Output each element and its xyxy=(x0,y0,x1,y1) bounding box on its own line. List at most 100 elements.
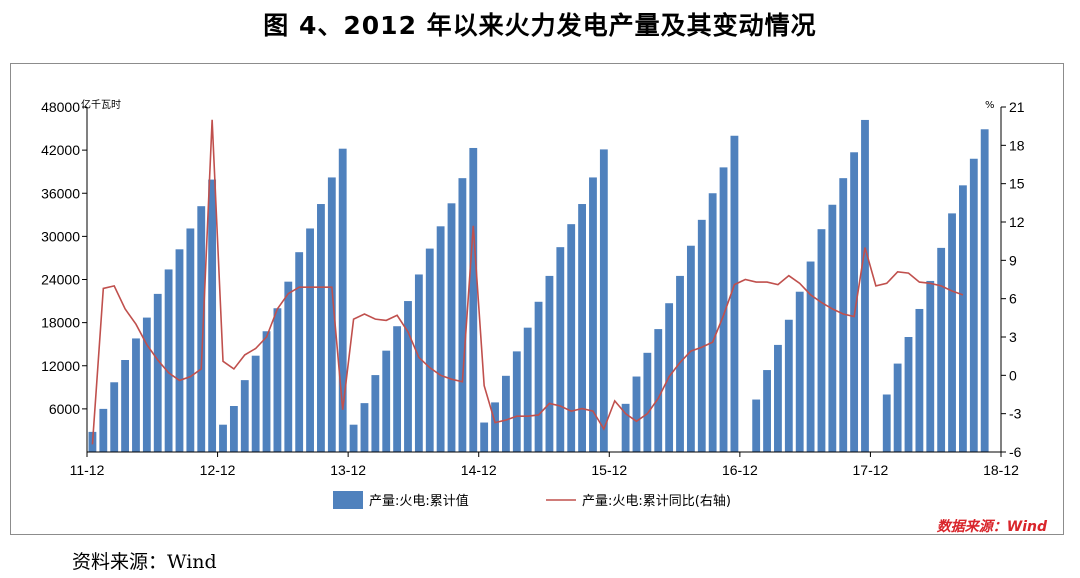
page-title: 图 4、2012 年以来火力发电产量及其变动情况 xyxy=(263,11,817,40)
watermark: 数据来源：Wind xyxy=(937,518,1048,535)
legend: 产量:火电:累计值 产量:火电:累计同比(右轴) xyxy=(333,491,731,509)
bar xyxy=(708,193,717,452)
bar xyxy=(915,308,924,452)
x-tick-label: 14-12 xyxy=(461,462,497,478)
right-tick-label: 0 xyxy=(1009,367,1017,383)
right-tick-label: 9 xyxy=(1009,252,1017,268)
left-tick-label: 12000 xyxy=(41,358,80,374)
legend-line-label: 产量:火电:累计同比(右轴) xyxy=(582,494,731,509)
bar xyxy=(686,245,695,452)
bar xyxy=(469,147,478,452)
bar xyxy=(436,226,445,452)
bar xyxy=(110,382,119,452)
bar xyxy=(589,177,597,452)
bar xyxy=(447,203,456,452)
bar xyxy=(164,269,173,452)
legend-bar-label: 产量:火电:累计值 xyxy=(369,493,469,509)
right-tick-label: 3 xyxy=(1009,329,1017,345)
bar xyxy=(959,185,967,452)
bar xyxy=(219,424,227,452)
x-tick-label: 11-12 xyxy=(70,462,105,478)
bar xyxy=(926,280,935,452)
right-axis-unit: % xyxy=(985,100,995,111)
left-axis-unit: 亿千瓦时 xyxy=(81,98,121,111)
x-tick-label: 12-12 xyxy=(200,462,236,478)
bar xyxy=(327,177,336,452)
left-tick-label: 30000 xyxy=(41,228,80,244)
bar xyxy=(654,329,663,452)
bar xyxy=(545,275,554,452)
bar xyxy=(458,178,467,452)
left-tick-label: 6000 xyxy=(49,401,80,417)
bar xyxy=(784,319,793,452)
bar xyxy=(534,301,543,452)
legend-bar-swatch xyxy=(333,491,363,509)
bar xyxy=(360,403,369,453)
bar xyxy=(502,375,510,452)
bar xyxy=(480,422,489,452)
bar xyxy=(817,229,826,452)
bar xyxy=(599,149,608,452)
bar xyxy=(175,249,184,452)
bar xyxy=(512,351,521,453)
bar xyxy=(121,360,129,452)
x-tick-label: 16-12 xyxy=(722,462,758,478)
bar xyxy=(752,399,761,452)
bar xyxy=(969,158,978,452)
bar xyxy=(284,281,293,452)
bar xyxy=(338,148,347,452)
bar xyxy=(425,248,434,452)
left-tick-label: 18000 xyxy=(41,315,80,331)
bar xyxy=(349,424,358,452)
right-tick-label: 6 xyxy=(1009,291,1017,307)
bar xyxy=(643,352,652,452)
bar xyxy=(937,247,946,453)
bar xyxy=(251,355,260,452)
bar xyxy=(99,408,108,453)
bar xyxy=(142,317,151,452)
left-tick-label: 48000 xyxy=(41,99,80,115)
bar xyxy=(382,350,391,452)
x-tick-label: 18-12 xyxy=(983,462,1019,478)
right-tick-label: -3 xyxy=(1009,406,1022,422)
bar xyxy=(306,228,314,452)
bar xyxy=(567,224,576,452)
bar xyxy=(197,206,206,452)
bar xyxy=(893,363,902,452)
bar xyxy=(523,327,532,452)
bar xyxy=(621,403,630,452)
bar xyxy=(556,247,565,452)
left-tick-label: 42000 xyxy=(41,142,80,158)
bar xyxy=(393,326,402,452)
line-series xyxy=(91,119,964,445)
source-note: 资料来源：Wind xyxy=(72,551,217,573)
left-tick-label: 24000 xyxy=(41,272,80,288)
bar xyxy=(861,119,869,452)
bar xyxy=(730,135,739,452)
bar xyxy=(763,370,771,452)
bar xyxy=(208,179,217,452)
bar xyxy=(229,406,238,452)
chart: 6000 12000 18000 24000 30000 36000 42000 48000 -… xyxy=(41,98,1048,535)
bar xyxy=(719,167,728,453)
bar xyxy=(317,204,325,452)
bar-series xyxy=(88,119,989,453)
bar xyxy=(850,152,859,452)
bar xyxy=(578,204,586,452)
bar xyxy=(491,402,499,452)
right-tick-label: 15 xyxy=(1009,176,1025,192)
x-tick-label: 13-12 xyxy=(330,462,366,478)
bar xyxy=(697,219,706,452)
bar xyxy=(273,308,282,452)
bar xyxy=(904,337,913,452)
right-tick-label: -6 xyxy=(1009,444,1022,460)
bar xyxy=(153,293,162,453)
bar xyxy=(295,252,304,452)
bar xyxy=(806,261,815,452)
right-tick-label: 18 xyxy=(1009,137,1025,153)
x-tick-label: 17-12 xyxy=(853,462,889,478)
bar xyxy=(948,213,956,453)
bar xyxy=(795,291,804,452)
bar xyxy=(882,394,891,452)
bar xyxy=(414,274,423,452)
